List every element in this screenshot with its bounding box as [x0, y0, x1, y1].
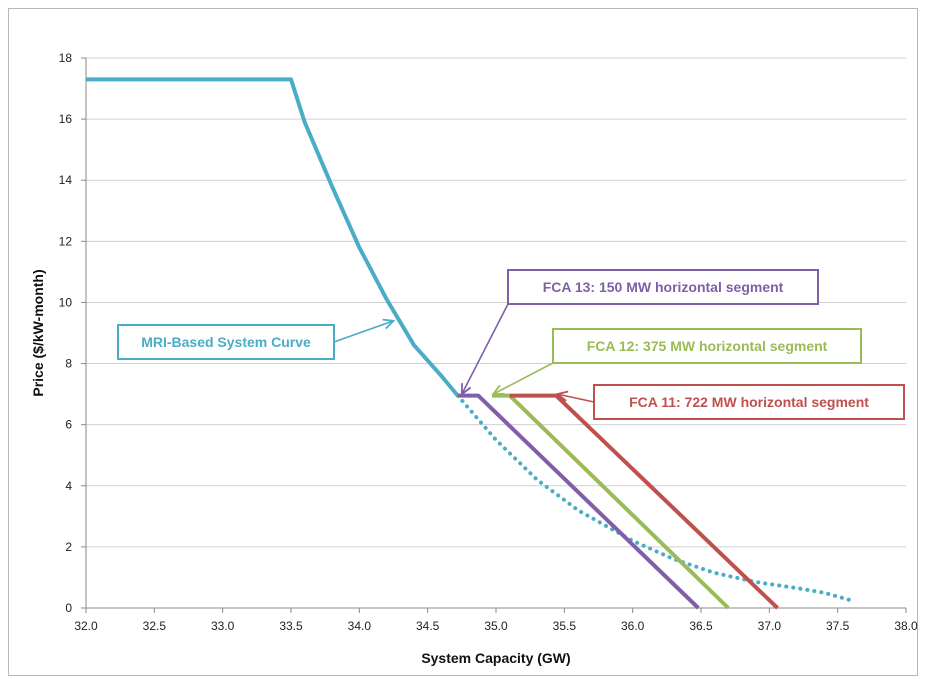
y-tick-label: 0 [65, 601, 72, 615]
callout-mri: MRI-Based System Curve [117, 318, 396, 360]
x-tick-label: 35.5 [553, 619, 577, 633]
callout-fca12: FCA 12: 375 MW horizontal segment [491, 328, 862, 396]
callout-leader-line [557, 393, 595, 403]
x-tick-label: 38.0 [894, 619, 918, 633]
x-axis-title: System Capacity (GW) [421, 650, 570, 666]
x-tick-label: 35.0 [484, 619, 508, 633]
x-tick-label: 34.0 [348, 619, 372, 633]
series-line-fca11 [509, 393, 779, 610]
callout-arrowhead [491, 384, 505, 396]
x-tick-label: 37.0 [758, 619, 782, 633]
x-tick-label: 37.5 [826, 619, 850, 633]
series-line-mri [86, 77, 460, 397]
x-tick-label: 34.5 [416, 619, 440, 633]
y-tick-label: 12 [59, 234, 73, 248]
callout-leader-line [492, 362, 554, 395]
y-tick-labels: 0 2 4 6 8 10 12 14 16 18 [59, 51, 73, 615]
callout-box [117, 324, 335, 360]
callout-box [507, 269, 819, 305]
y-tick-label: 2 [65, 540, 72, 554]
callout-text: FCA 12: 375 MW horizontal segment [587, 338, 828, 354]
axes [81, 57, 907, 613]
callout-box [552, 328, 862, 364]
y-tick-label: 18 [59, 51, 73, 65]
gridlines [86, 57, 906, 548]
callout-arrowhead [460, 383, 472, 396]
y-tick-label: 8 [65, 357, 72, 371]
callout-text: FCA 13: 150 MW horizontal segment [543, 279, 784, 295]
callout-fca13: FCA 13: 150 MW horizontal segment [460, 269, 819, 396]
y-tick-label: 6 [65, 418, 72, 432]
callout-leader-line [461, 303, 509, 395]
x-tick-label: 32.0 [74, 619, 98, 633]
x-tick-label: 32.5 [143, 619, 167, 633]
y-tick-label: 16 [59, 112, 73, 126]
x-tick-label: 36.5 [689, 619, 713, 633]
y-tick-label: 4 [65, 479, 72, 493]
x-tick-labels: 32.0 32.5 33.0 33.5 34.0 34.5 35.0 35.5 36.0 36.5… [74, 619, 918, 633]
series-lines [86, 77, 854, 610]
callout-fca11: FCA 11: 722 MW horizontal segment [555, 384, 905, 420]
series-line-fca12 [491, 393, 730, 610]
callouts: MRI-Based System Curve FCA 13: 150 MW hor… [117, 269, 905, 420]
x-tick-label: 33.0 [211, 619, 235, 633]
callout-leader-line [333, 320, 394, 343]
callout-text: FCA 11: 722 MW horizontal segment [629, 394, 869, 410]
callout-arrowhead [555, 390, 569, 402]
callout-text: MRI-Based System Curve [141, 334, 311, 350]
y-tick-label: 10 [59, 295, 73, 309]
callout-box [593, 384, 905, 420]
y-tick-label: 14 [59, 173, 73, 187]
callout-arrowhead [382, 318, 396, 330]
x-tick-label: 33.5 [279, 619, 303, 633]
series-line-mri_extension [455, 393, 854, 603]
series-line-fca13 [457, 393, 700, 610]
y-axis-title: Price ($/kW-month) [30, 269, 46, 396]
x-tick-label: 36.0 [621, 619, 645, 633]
